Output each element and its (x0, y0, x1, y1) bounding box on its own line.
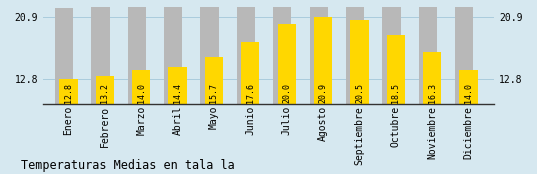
Bar (273, 0, 292, 104)
Text: Temperaturas Medias en tala la: Temperaturas Medias en tala la (21, 159, 235, 172)
Text: 20.9: 20.9 (318, 83, 328, 103)
Bar (419, 0, 437, 104)
Text: 17.6: 17.6 (246, 83, 255, 103)
Bar (387, 35, 405, 174)
Bar (419, 54, 437, 174)
Bar (460, 70, 478, 174)
Text: 18.5: 18.5 (391, 83, 400, 103)
Bar (278, 24, 296, 174)
Text: 14.0: 14.0 (464, 83, 473, 103)
Bar (423, 52, 441, 174)
Bar (128, 72, 146, 174)
Bar (273, 26, 292, 174)
Bar (455, 72, 473, 174)
Bar (91, 78, 110, 174)
Bar (314, 17, 332, 174)
Bar (346, 0, 364, 104)
Bar (200, 59, 219, 174)
Text: 14.0: 14.0 (137, 83, 146, 103)
Bar (350, 20, 368, 174)
Text: 20.0: 20.0 (282, 83, 291, 103)
Text: 13.2: 13.2 (100, 83, 110, 103)
Bar (241, 42, 259, 174)
Text: 16.3: 16.3 (427, 83, 437, 103)
Bar (55, 81, 73, 174)
Bar (96, 76, 114, 174)
Bar (382, 0, 401, 104)
Text: 14.4: 14.4 (173, 83, 182, 103)
Bar (205, 57, 223, 174)
Bar (237, 45, 255, 174)
Bar (382, 38, 401, 174)
Bar (164, 0, 182, 104)
Bar (200, 0, 219, 104)
Bar (132, 70, 150, 174)
Bar (59, 79, 77, 174)
Bar (169, 67, 187, 174)
Bar (346, 22, 364, 174)
Bar (55, 9, 73, 104)
Bar (237, 0, 255, 104)
Bar (455, 0, 473, 104)
Bar (310, 0, 328, 104)
Bar (310, 19, 328, 174)
Text: 20.5: 20.5 (355, 83, 364, 103)
Bar (164, 69, 182, 174)
Text: 12.8: 12.8 (64, 83, 73, 103)
Bar (128, 0, 146, 104)
Text: 15.7: 15.7 (209, 83, 219, 103)
Bar (91, 5, 110, 104)
